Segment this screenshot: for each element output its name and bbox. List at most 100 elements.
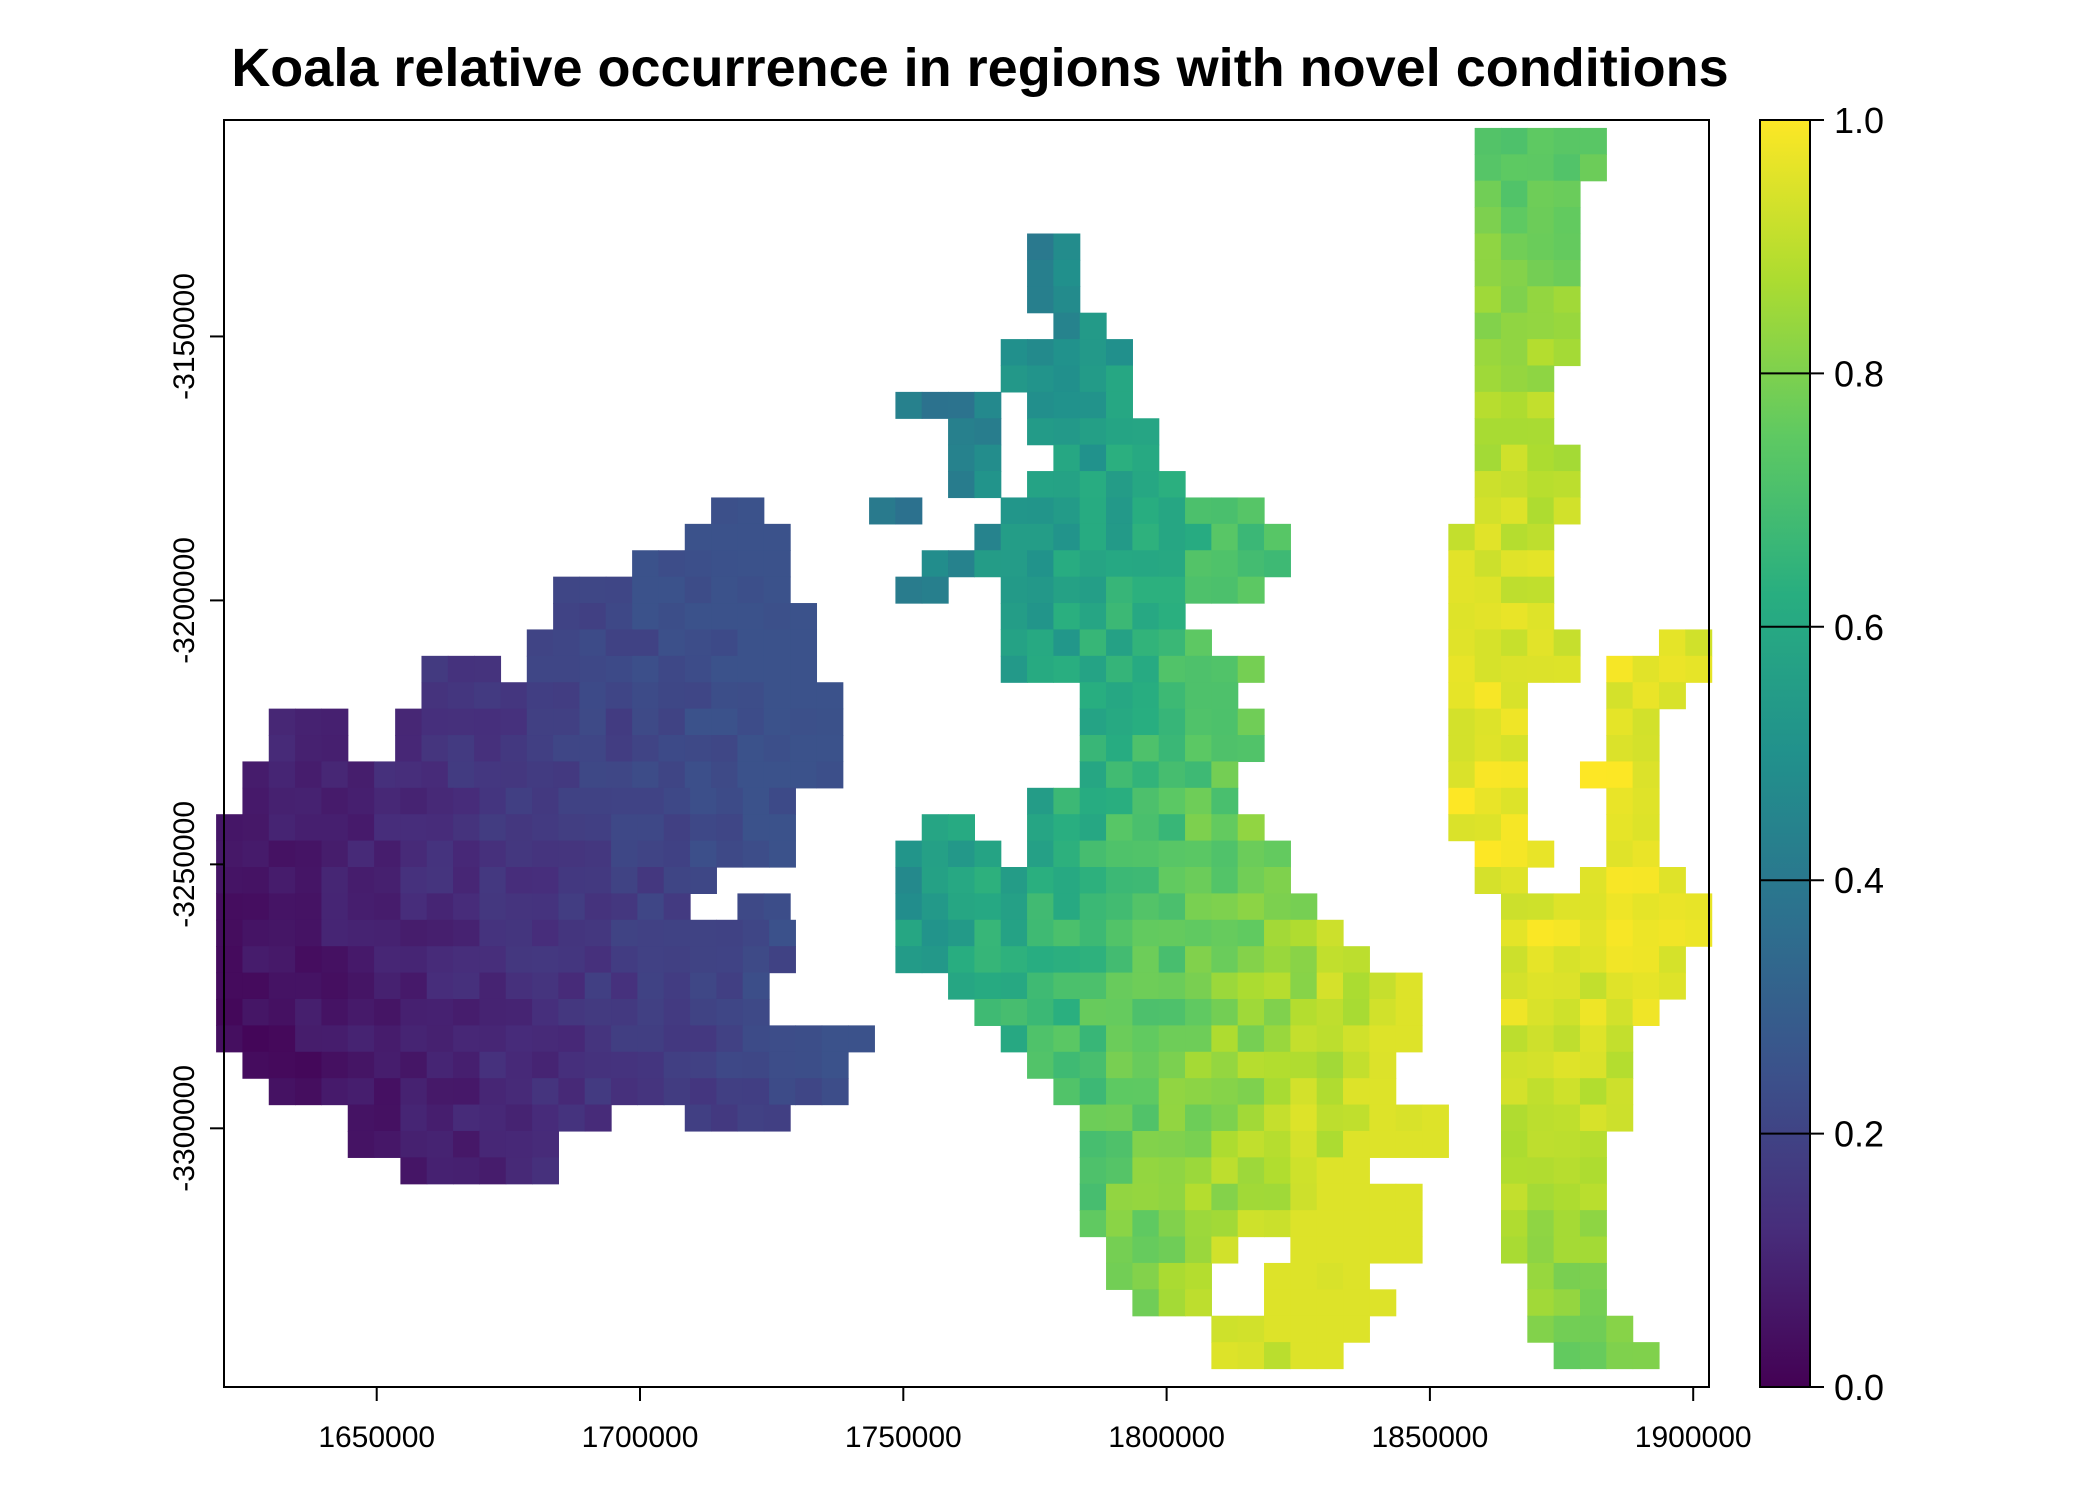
raster-cell [1343,972,1370,1000]
raster-cell [1106,550,1133,578]
raster-cell [1474,655,1502,683]
raster-cell [1027,1051,1054,1079]
raster-cell [400,840,428,868]
raster-cell [1527,1078,1555,1106]
raster-cell [848,1025,875,1053]
raster-cell [1185,998,1212,1026]
raster-cell [1474,339,1502,367]
raster-cell [1316,1078,1344,1106]
raster-cell [1343,1289,1370,1317]
raster-cell [895,893,923,921]
raster-cell [1316,919,1344,947]
raster-cell [1553,1236,1581,1264]
raster-cell [268,735,296,763]
raster-cell [216,998,244,1026]
raster-cell [1527,523,1555,551]
raster-cell [1264,1183,1291,1211]
raster-cell [479,840,507,868]
raster-cell [637,1025,665,1053]
raster-cell [1000,603,1028,631]
raster-cell [347,840,375,868]
raster-cell [711,603,739,631]
raster-cell [1369,1289,1397,1317]
raster-cell [1106,1025,1133,1053]
raster-cell [637,867,665,894]
raster-cell [611,814,638,842]
raster-cell [1553,893,1581,921]
raster-cell [1027,418,1054,446]
raster-cell [742,946,770,974]
raster-cell [763,550,791,578]
raster-cell [1264,1104,1291,1132]
raster-cell [605,655,633,683]
raster-cell [1053,233,1081,261]
raster-cell [216,1025,244,1053]
raster-cell [1527,550,1555,578]
colorbar-tick-label: 0.0 [1834,1367,1884,1408]
raster-cell [1027,972,1054,1000]
raster-cell [1448,603,1476,631]
raster-cell [1053,576,1081,604]
raster-cell [426,787,454,815]
raster-cell [1606,1315,1634,1343]
raster-cell [453,946,480,974]
raster-cell [584,946,612,974]
raster-cell [453,998,480,1026]
raster-cell [1264,1025,1291,1053]
raster-cell [400,1051,428,1079]
raster-cell [1158,655,1186,683]
raster-cell [1553,312,1581,340]
raster-cell [1527,180,1555,208]
raster-cell [1079,787,1107,815]
raster-cell [790,603,818,631]
raster-cell [1053,655,1081,683]
raster-cell [1448,787,1476,815]
raster-cell [1106,761,1133,789]
raster-cell [1132,1051,1160,1079]
raster-cell [948,840,975,868]
raster-cell [295,867,323,894]
raster-cell [1527,603,1555,631]
raster-cell [1422,1104,1449,1132]
raster-cell [1579,1078,1607,1106]
raster-cell [1158,682,1186,710]
raster-cell [716,919,744,947]
raster-cell [1132,1104,1160,1132]
raster-cell [895,946,923,974]
raster-cell [1079,682,1107,710]
raster-cell [1448,655,1476,683]
raster-cell [1106,629,1133,657]
raster-cell [1343,1183,1370,1211]
raster-cell [1474,286,1502,314]
raster-cell [1500,814,1528,842]
raster-cell [1343,1025,1370,1053]
raster-cell [663,814,691,842]
raster-cell [1579,1315,1607,1343]
raster-cell [1606,735,1634,763]
raster-cell [579,761,607,789]
raster-cell [1158,840,1186,868]
raster-cell [1079,365,1107,393]
raster-cell [374,867,402,894]
raster-cell [1474,787,1502,815]
raster-cell [1158,946,1186,974]
raster-cell [1553,919,1581,947]
raster-cell [1264,1262,1291,1290]
raster-cell [1343,1315,1370,1343]
raster-cell [1185,682,1212,710]
raster-cell [790,629,818,657]
raster-cell [400,1104,428,1132]
raster-cell [479,1051,507,1079]
raster-cell [1474,391,1502,419]
raster-cell [921,576,949,604]
raster-cell [1106,418,1133,446]
raster-cell [479,787,507,815]
raster-cell [711,497,739,525]
raster-cell [295,972,323,1000]
raster-cell [690,972,717,1000]
raster-cell [1237,1210,1265,1238]
raster-cell [1264,1315,1291,1343]
raster-cell [295,735,323,763]
raster-cell [632,761,660,789]
raster-cell [453,787,480,815]
